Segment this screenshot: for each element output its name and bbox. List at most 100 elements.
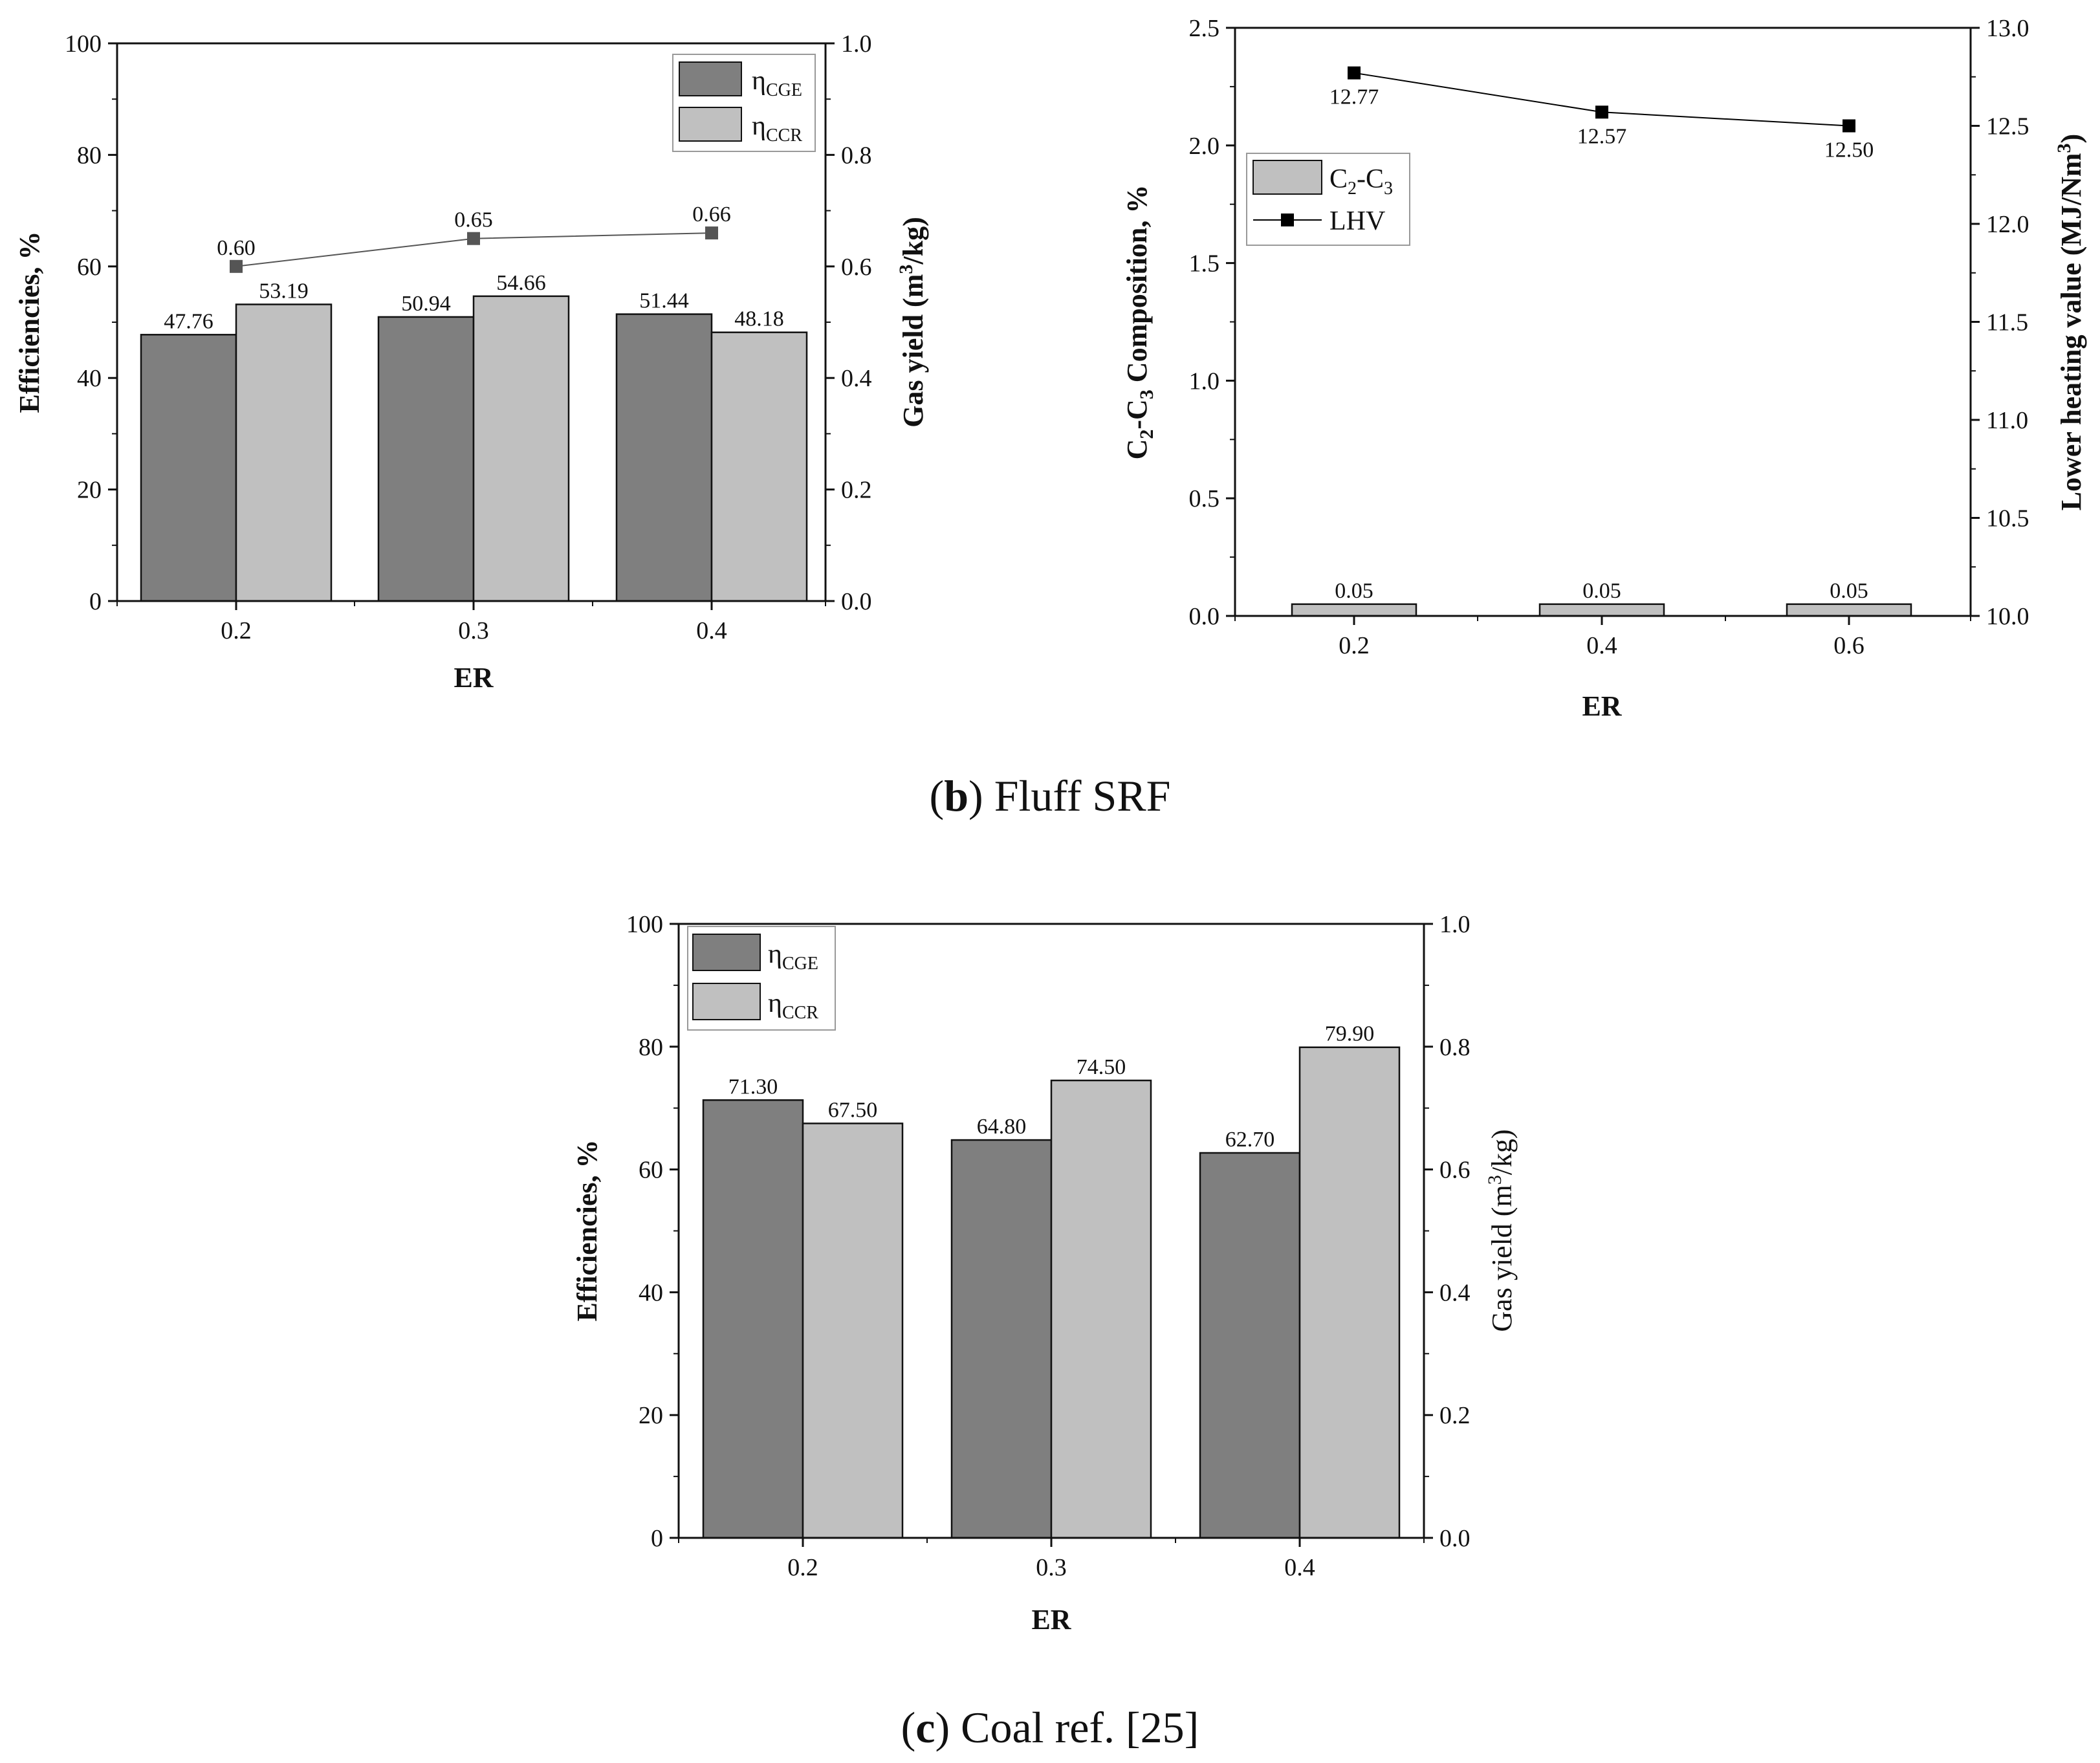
- bar-bL-s1-c0: [235, 303, 333, 602]
- bar-bR-s0-c1: [1538, 603, 1665, 617]
- legend-label-c2c3: C2-C3: [1329, 164, 1393, 199]
- y2-tick-label: 11.5: [1986, 309, 2028, 336]
- bar-value-label: 47.76: [164, 309, 213, 333]
- y2-tick-label: 0.2: [1439, 1402, 1471, 1429]
- y-tick-label: 40: [639, 1279, 663, 1306]
- y2-tick-label: 13.0: [1986, 15, 2029, 42]
- bar-bL-s0-c2: [615, 313, 713, 602]
- y-tick-label: 20: [77, 477, 102, 504]
- y-tick-label: 100: [626, 911, 663, 938]
- chart-c: 71.30 67.50 64.80 74.50 62.70 79.90 0 20 40 60 80…: [571, 911, 1518, 1636]
- y-tick-label: 60: [639, 1157, 663, 1184]
- bar-c-s1-c1: [1050, 1079, 1152, 1539]
- y2-tick-label: 10.0: [1986, 603, 2029, 630]
- y2-tick-label: 0.6: [841, 254, 872, 281]
- legend-label-ccr: ηCCR: [752, 111, 802, 146]
- caption-c: (c) Coal ref. [25]: [901, 1703, 1199, 1752]
- y2-tick-label: 0.0: [1439, 1525, 1471, 1552]
- caption-b: (b) Fluff SRF: [930, 771, 1171, 820]
- line-value-label: 0.66: [692, 203, 731, 226]
- legend-swatch-c2c3: [1252, 160, 1322, 195]
- bar-bR-s0-c0: [1291, 603, 1417, 617]
- bar-value-label: 48.18: [734, 307, 784, 331]
- y-tick-label: 1.5: [1189, 250, 1220, 278]
- bar-c-s1-c0: [802, 1122, 904, 1539]
- line-point: [705, 226, 718, 240]
- legend-swatch-ccr: [692, 983, 761, 1020]
- bar-value-label: 53.19: [259, 279, 309, 303]
- y-tick-label: 20: [639, 1402, 663, 1429]
- line-point: [1843, 119, 1855, 133]
- x-tick-label: 0.2: [787, 1554, 818, 1581]
- line-value-label: 12.57: [1577, 124, 1627, 148]
- legend: C2-C3 LHV: [1246, 153, 1410, 246]
- line-value-label: 12.77: [1329, 85, 1379, 109]
- bar-bL-s0-c0: [140, 334, 237, 602]
- y2-tick-label: 0.2: [841, 477, 872, 504]
- x-axis-label: ER: [1582, 690, 1622, 722]
- legend: ηCGE ηCCR: [687, 926, 836, 1031]
- legend-marker-lhv: [1281, 214, 1294, 226]
- y2-tick-label: 1.0: [1439, 911, 1471, 938]
- bar-value-label: 62.70: [1225, 1128, 1275, 1152]
- y-tick-label: 0: [89, 588, 102, 615]
- bar-c-s0-c2: [1199, 1152, 1301, 1539]
- y-tick-label: 80: [77, 142, 102, 169]
- x-tick-label: 0.2: [221, 617, 252, 644]
- bar-value-label: 0.05: [1582, 579, 1621, 603]
- bar-value-label: 74.50: [1077, 1055, 1126, 1079]
- y2-axis-label: Gas yield (m3/kg): [1484, 1129, 1518, 1331]
- line-value-label: 0.60: [217, 236, 256, 260]
- line-point: [230, 259, 243, 273]
- legend-label-ccr: ηCCR: [768, 989, 818, 1023]
- legend-label-lhv: LHV: [1329, 206, 1385, 236]
- bar-value-label: 50.94: [401, 292, 451, 316]
- bar-value-label: 71.30: [728, 1075, 778, 1099]
- line-point: [1348, 66, 1361, 80]
- bar-bR-s0-c2: [1786, 603, 1912, 617]
- y-tick-label: 0.0: [1189, 603, 1220, 630]
- y2-tick-label: 0.4: [1439, 1279, 1471, 1306]
- y-axis-label: Efficiencies, %: [571, 1139, 603, 1321]
- bar-bL-s1-c2: [710, 331, 808, 602]
- bar-value-label: 67.50: [828, 1098, 878, 1122]
- y2-tick-label: 12.0: [1986, 211, 2029, 238]
- bar-value-label: 0.05: [1830, 579, 1868, 603]
- line-value-label: 12.50: [1824, 138, 1874, 162]
- x-tick-label: 0.3: [458, 617, 489, 644]
- x-tick-label: 0.4: [1586, 632, 1617, 659]
- y-tick-label: 60: [77, 254, 102, 281]
- x-axis-label: ER: [1031, 1604, 1071, 1636]
- chart-b-right: 0.05 0.05 0.05 12.77 12.57 12.50 0.0 0.5 1.0 1.…: [1121, 15, 2087, 722]
- x-tick-label: 0.2: [1339, 632, 1370, 659]
- y-axis-label: C2-C3 Composition, %: [1121, 185, 1157, 460]
- x-tick-label: 0.6: [1833, 632, 1865, 659]
- y2-tick-label: 1.0: [841, 30, 872, 58]
- x-tick-label: 0.4: [1284, 1554, 1315, 1581]
- y2-tick-label: 10.5: [1986, 505, 2029, 532]
- legend: ηCGE ηCCR: [672, 54, 816, 152]
- bar-c-s0-c0: [702, 1099, 804, 1539]
- y2-tick-label: 0.6: [1439, 1157, 1471, 1184]
- y-tick-label: 0: [651, 1525, 663, 1552]
- y-tick-label: 2.5: [1189, 15, 1220, 42]
- y2-tick-label: 11.0: [1986, 407, 2028, 434]
- y-tick-label: 40: [77, 365, 102, 392]
- legend-swatch-cge: [679, 61, 742, 96]
- bar-c-s0-c1: [950, 1139, 1053, 1539]
- bar-value-label: 54.66: [496, 271, 546, 295]
- bar-c-s1-c2: [1298, 1046, 1401, 1539]
- y-axis-label: Efficiencies, %: [14, 231, 45, 413]
- y-tick-label: 2.0: [1189, 133, 1220, 160]
- bar-value-label: 64.80: [977, 1115, 1027, 1139]
- legend-label-cge: ηCGE: [768, 939, 818, 974]
- bar-bL-s1-c1: [472, 295, 570, 602]
- y2-tick-label: 12.5: [1986, 113, 2029, 140]
- bar-value-label: 79.90: [1325, 1022, 1375, 1046]
- bar-value-label: 51.44: [639, 289, 689, 313]
- line-value-label: 0.65: [454, 208, 493, 232]
- y2-tick-label: 0.8: [1439, 1034, 1471, 1061]
- legend-swatch-ccr: [679, 107, 742, 142]
